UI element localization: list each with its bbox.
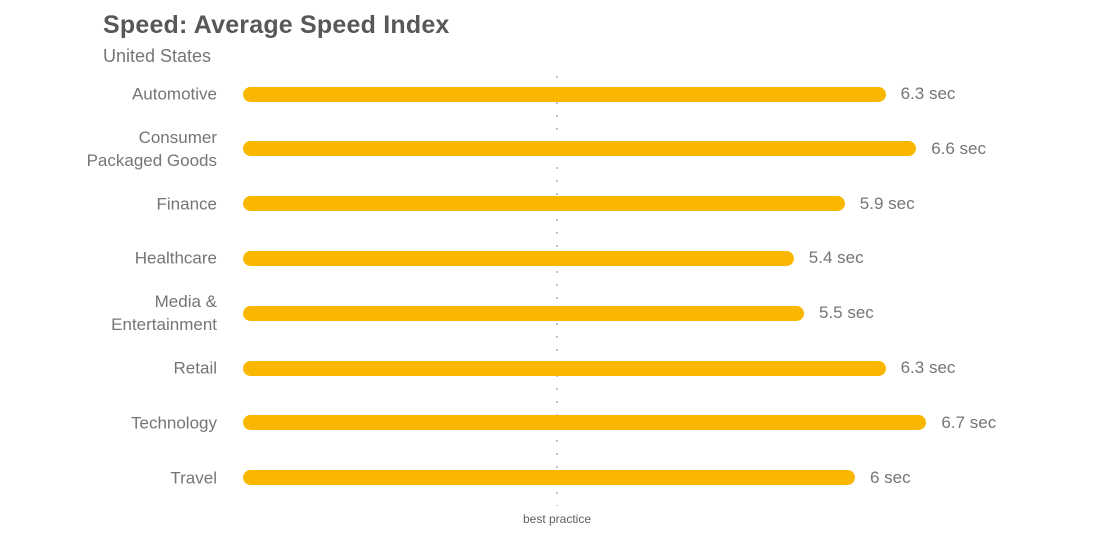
bar bbox=[243, 86, 886, 102]
value-label: 5.9 sec bbox=[859, 193, 915, 213]
chart-subtitle: United States bbox=[103, 46, 212, 66]
value-label: 6.3 sec bbox=[900, 358, 956, 377]
best-practice-label: best practice bbox=[522, 512, 592, 526]
category-label: Media & Entertainment bbox=[111, 292, 217, 335]
bar bbox=[243, 250, 794, 266]
category-label: Technology bbox=[130, 413, 217, 433]
bar bbox=[243, 141, 917, 157]
category-label: Healthcare bbox=[134, 248, 217, 268]
bar bbox=[243, 305, 804, 321]
chart-title: Speed: Average Speed Index bbox=[103, 11, 450, 39]
bar bbox=[243, 415, 927, 431]
value-label: 5.4 sec bbox=[808, 248, 864, 268]
value-label: 6.3 sec bbox=[900, 84, 956, 103]
category-label: Consumer Packaged Goods bbox=[86, 127, 217, 170]
value-label: 6.7 sec bbox=[941, 412, 997, 432]
category-label: Retail bbox=[173, 358, 217, 378]
value-label: 6.6 sec bbox=[931, 138, 986, 158]
bar bbox=[243, 196, 845, 212]
value-label: 5.5 sec bbox=[819, 303, 874, 323]
category-label: Travel bbox=[170, 468, 217, 488]
value-label: 6 sec bbox=[870, 467, 911, 487]
best-practice-line bbox=[556, 76, 558, 506]
bar bbox=[243, 360, 886, 376]
category-label: Finance bbox=[156, 194, 217, 214]
bar bbox=[243, 470, 855, 486]
category-label: Automotive bbox=[131, 84, 217, 104]
